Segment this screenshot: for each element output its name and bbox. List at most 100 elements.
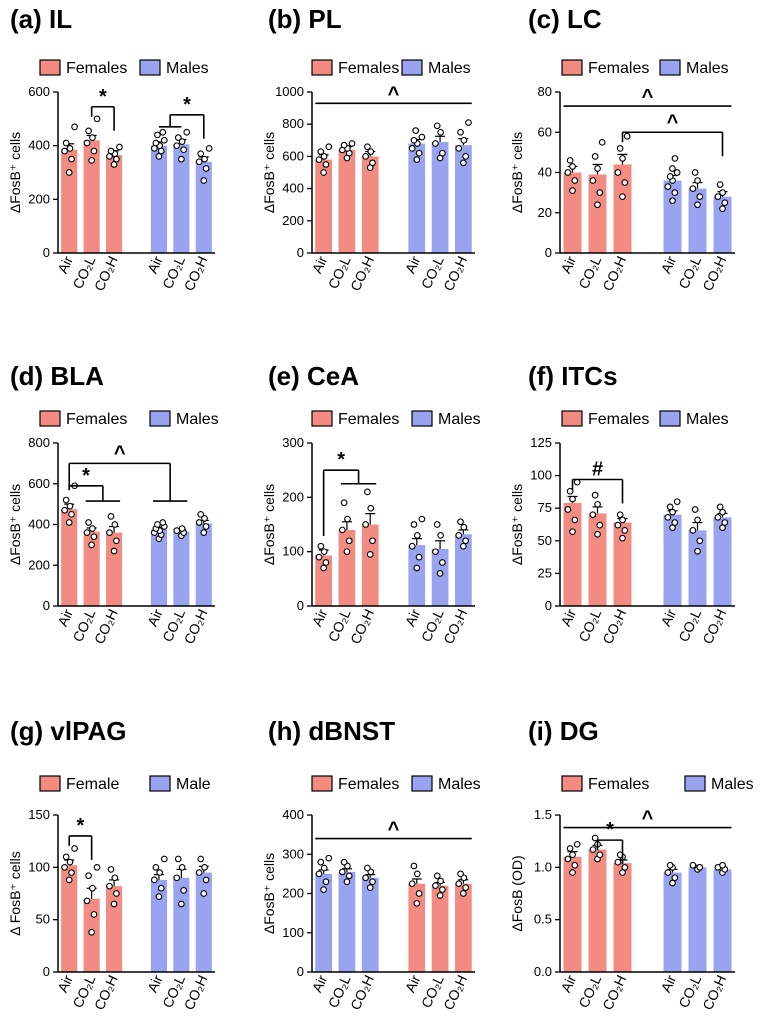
- annotation-symbol: *: [99, 86, 107, 108]
- bar-female-0: [315, 555, 333, 606]
- data-point: [205, 145, 213, 152]
- data-point: [691, 506, 699, 513]
- y-tick-label: 300: [282, 435, 304, 450]
- data-point: [110, 161, 118, 168]
- data-point: [418, 133, 426, 141]
- data-point: [111, 521, 119, 528]
- data-point: [367, 504, 375, 512]
- x-tick-label: CO₂H: [599, 607, 629, 647]
- data-point: [320, 886, 327, 893]
- data-point: [415, 553, 423, 561]
- bar-male-4: [431, 548, 449, 606]
- data-point: [564, 169, 572, 176]
- data-point: [201, 155, 208, 163]
- data-point: [320, 169, 327, 176]
- bar-male-1: [338, 871, 356, 972]
- data-point: [719, 189, 726, 196]
- y-tick-label: 125: [530, 435, 552, 450]
- bar-male-3: [663, 872, 682, 972]
- data-point: [68, 869, 75, 876]
- y-tick-label: 50: [36, 912, 50, 927]
- data-point: [462, 153, 470, 160]
- data-point: [566, 157, 574, 164]
- data-point: [71, 845, 78, 852]
- legend: Females Males: [39, 410, 219, 428]
- bar-male-5: [454, 145, 472, 253]
- x-tick-label: Air: [309, 606, 331, 629]
- bar-female-2: [105, 886, 123, 972]
- x-tick-label: Air: [402, 606, 424, 629]
- data-point: [62, 853, 70, 861]
- y-tick-label: 40: [538, 165, 552, 180]
- data-point: [433, 521, 441, 528]
- data-point: [664, 513, 672, 521]
- data-point: [589, 177, 597, 184]
- x-tick-label: CO₂H: [599, 973, 629, 1013]
- annotation-symbol: *: [77, 815, 85, 837]
- data-point: [460, 159, 467, 167]
- bar-male-4: [173, 144, 190, 253]
- data-point: [152, 139, 160, 147]
- significance-annotation: *: [596, 819, 624, 865]
- significance-annotation: ^: [563, 86, 732, 108]
- data-point: [415, 149, 423, 157]
- legend-swatch-male: [149, 410, 171, 427]
- data-point: [664, 869, 672, 876]
- bar-female-0: [61, 865, 78, 972]
- data-point: [178, 863, 186, 871]
- data-point: [694, 201, 701, 209]
- data-point: [345, 872, 353, 880]
- y-tick-label: 100: [282, 544, 304, 559]
- panel-6: (g) vlPAG Female Male 0 50 100 150 Δ FosB⁺ cell…: [7, 716, 215, 1012]
- bar-female-4: [431, 885, 449, 972]
- data-point: [413, 564, 421, 572]
- x-tick-label: Air: [557, 972, 579, 995]
- y-tick-label: 0: [297, 964, 304, 979]
- data-point: [180, 887, 188, 894]
- data-point: [320, 564, 327, 572]
- data-point: [317, 148, 325, 155]
- y-axis-label: ΔFosB⁺ cells: [509, 132, 525, 213]
- bar-female-2: [361, 156, 379, 253]
- data-point: [66, 502, 74, 510]
- data-point: [439, 886, 446, 893]
- legend-swatch-female: [311, 775, 333, 792]
- significance-annotation: *: [322, 449, 377, 537]
- data-point: [689, 527, 697, 534]
- data-point: [154, 131, 161, 139]
- legend-swatch-female: [561, 775, 583, 792]
- data-point: [571, 861, 579, 869]
- legend: Females Males: [311, 59, 471, 77]
- data-point: [596, 851, 604, 859]
- data-point: [325, 854, 333, 862]
- data-point: [362, 153, 369, 160]
- bar-female-0: [61, 149, 78, 253]
- y-tick-label: 600: [282, 148, 304, 163]
- data-point: [157, 884, 165, 892]
- bar-male-5: [454, 534, 472, 606]
- data-point: [343, 548, 351, 556]
- data-point: [107, 147, 115, 155]
- y-axis-label: ΔFosB⁺ cells: [7, 132, 23, 213]
- data-point: [66, 858, 74, 866]
- data-point: [437, 532, 444, 539]
- data-point: [569, 528, 576, 536]
- annotation-symbol: ^: [667, 111, 679, 133]
- legend-label-male: Males: [438, 411, 481, 428]
- data-point: [88, 541, 95, 549]
- y-axis-label: ΔFosB⁺ cells: [261, 853, 277, 934]
- data-point: [432, 548, 439, 556]
- data-point: [89, 884, 96, 892]
- y-tick-label: 0.5: [534, 912, 552, 927]
- annotation-symbol: *: [183, 94, 191, 116]
- legend-swatch-male: [139, 59, 161, 76]
- data-point: [621, 179, 629, 186]
- data-point: [364, 143, 371, 151]
- data-point: [614, 521, 622, 529]
- x-tick-label: CO₂H: [699, 254, 729, 294]
- y-tick-label: 200: [282, 489, 304, 504]
- data-point: [110, 547, 118, 555]
- data-point: [619, 516, 626, 524]
- bar-male-5: [713, 196, 732, 253]
- annotation-symbol: ^: [642, 86, 654, 108]
